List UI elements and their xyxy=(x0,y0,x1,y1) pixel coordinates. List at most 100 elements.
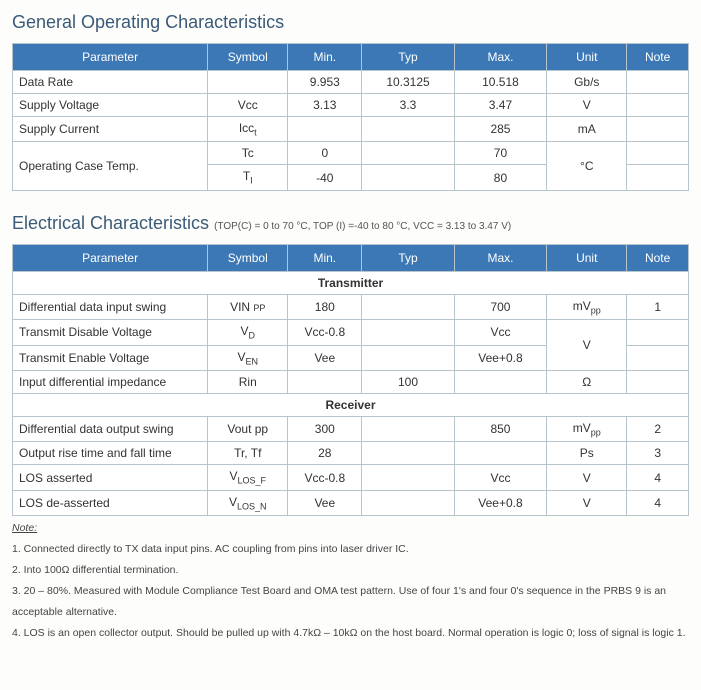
cell-note xyxy=(627,94,689,117)
table-row: Transmit Disable Voltage VD Vcc-0.8 Vcc … xyxy=(13,320,689,345)
table-row: Differential data output swing Vout pp 3… xyxy=(13,416,689,441)
cell-min: -40 xyxy=(288,165,362,190)
cell-symbol: VLOS_F xyxy=(208,465,288,490)
cell-max: Vcc xyxy=(454,320,546,345)
table-header-row: Parameter Symbol Min. Typ Max. Unit Note xyxy=(13,44,689,71)
table-header-row: Parameter Symbol Min. Typ Max. Unit Note xyxy=(13,244,689,271)
note-item: 3. 20 – 80%. Measured with Module Compli… xyxy=(12,585,666,618)
cell-note xyxy=(627,71,689,94)
cell-typ xyxy=(362,142,454,165)
cell-max: 3.47 xyxy=(454,94,546,117)
cell-min: Vcc-0.8 xyxy=(288,320,362,345)
cell-typ xyxy=(362,416,454,441)
cell-note: 4 xyxy=(627,465,689,490)
cell-symbol: VLOS_N xyxy=(208,490,288,515)
table-row: LOS de-asserted VLOS_N Vee Vee+0.8 V 4 xyxy=(13,490,689,515)
cell-min: 0 xyxy=(288,142,362,165)
cell-unit: °C xyxy=(547,142,627,190)
table-row: Data Rate 9.953 10.3125 10.518 Gb/s xyxy=(13,71,689,94)
cell-note xyxy=(627,165,689,190)
cell-unit: V xyxy=(547,490,627,515)
table-row: Operating Case Temp. Tc 0 70 °C xyxy=(13,142,689,165)
cell-param: Differential data output swing xyxy=(13,416,208,441)
note-item: 1. Connected directly to TX data input p… xyxy=(12,543,409,555)
cell-typ xyxy=(362,465,454,490)
cell-typ xyxy=(362,490,454,515)
hdr-max: Max. xyxy=(454,244,546,271)
cell-min: 9.953 xyxy=(288,71,362,94)
cell-min: 300 xyxy=(288,416,362,441)
hdr-unit: Unit xyxy=(547,244,627,271)
cell-max xyxy=(454,442,546,465)
table-row: Supply Voltage Vcc 3.13 3.3 3.47 V xyxy=(13,94,689,117)
cell-unit: Ps xyxy=(547,442,627,465)
section2-conditions: (TOP(C) = 0 to 70 °C, TOP (I) =-40 to 80… xyxy=(214,221,511,232)
cell-note xyxy=(627,142,689,165)
cell-typ: 100 xyxy=(362,370,454,393)
cell-note: 4 xyxy=(627,490,689,515)
cell-unit: mVpp xyxy=(547,416,627,441)
hdr-min: Min. xyxy=(288,244,362,271)
cell-max: 10.518 xyxy=(454,71,546,94)
cell-unit: Gb/s xyxy=(547,71,627,94)
hdr-symbol: Symbol xyxy=(208,44,288,71)
cell-max: Vee+0.8 xyxy=(454,490,546,515)
cell-typ xyxy=(362,345,454,370)
cell-typ: 3.3 xyxy=(362,94,454,117)
cell-unit: mVpp xyxy=(547,294,627,319)
section-row: Transmitter xyxy=(13,271,689,294)
cell-max: Vcc xyxy=(454,465,546,490)
cell-note: 2 xyxy=(627,416,689,441)
hdr-unit: Unit xyxy=(547,44,627,71)
hdr-parameter: Parameter xyxy=(13,44,208,71)
cell-min xyxy=(288,370,362,393)
cell-note xyxy=(627,345,689,370)
cell-param: Transmit Disable Voltage xyxy=(13,320,208,345)
cell-max: Vee+0.8 xyxy=(454,345,546,370)
cell-param: Operating Case Temp. xyxy=(13,142,208,190)
cell-max: 80 xyxy=(454,165,546,190)
hdr-symbol: Symbol xyxy=(208,244,288,271)
cell-note xyxy=(627,117,689,142)
cell-min: Vee xyxy=(288,345,362,370)
hdr-note: Note xyxy=(627,44,689,71)
hdr-parameter: Parameter xyxy=(13,244,208,271)
cell-unit: V xyxy=(547,465,627,490)
table-row: LOS asserted VLOS_F Vcc-0.8 Vcc V 4 xyxy=(13,465,689,490)
section-row: Receiver xyxy=(13,393,689,416)
cell-unit: V xyxy=(547,94,627,117)
section1-title: General Operating Characteristics xyxy=(12,12,689,33)
cell-typ: 10.3125 xyxy=(362,71,454,94)
hdr-min: Min. xyxy=(288,44,362,71)
cell-max: 285 xyxy=(454,117,546,142)
cell-param: Differential data input swing xyxy=(13,294,208,319)
note-item: 2. Into 100Ω differential termination. xyxy=(12,564,178,576)
cell-note: 3 xyxy=(627,442,689,465)
cell-param: Supply Current xyxy=(13,117,208,142)
cell-param: Data Rate xyxy=(13,71,208,94)
notes-heading: Note: xyxy=(12,522,37,534)
cell-symbol xyxy=(208,71,288,94)
table-row: Differential data input swing VIN PP 180… xyxy=(13,294,689,319)
cell-symbol: Rin xyxy=(208,370,288,393)
note-item: 4. LOS is an open collector output. Shou… xyxy=(12,627,686,639)
cell-min: 180 xyxy=(288,294,362,319)
cell-min xyxy=(288,117,362,142)
cell-symbol: Vout pp xyxy=(208,416,288,441)
hdr-max: Max. xyxy=(454,44,546,71)
cell-min: Vee xyxy=(288,490,362,515)
cell-typ xyxy=(362,320,454,345)
cell-param: Output rise time and fall time xyxy=(13,442,208,465)
hdr-typ: Typ xyxy=(362,44,454,71)
cell-param: LOS de-asserted xyxy=(13,490,208,515)
table-row: Supply Current Icct 285 mA xyxy=(13,117,689,142)
cell-symbol: VEN xyxy=(208,345,288,370)
cell-max xyxy=(454,370,546,393)
cell-symbol: Tc xyxy=(208,142,288,165)
cell-note: 1 xyxy=(627,294,689,319)
cell-unit: Ω xyxy=(547,370,627,393)
cell-typ xyxy=(362,442,454,465)
table-row: Input differential impedance Rin 100 Ω xyxy=(13,370,689,393)
cell-param: Supply Voltage xyxy=(13,94,208,117)
cell-typ xyxy=(362,294,454,319)
